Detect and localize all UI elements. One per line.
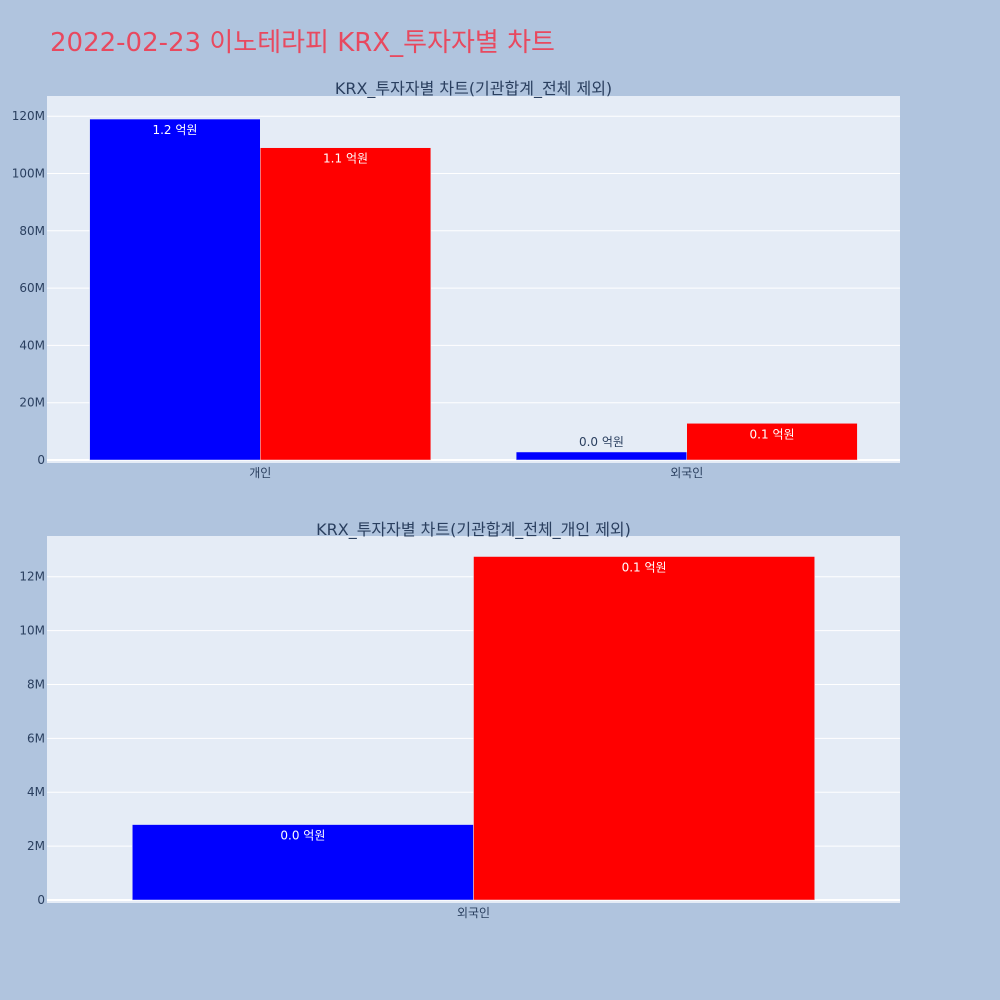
- bar: [473, 556, 815, 901]
- bar: [515, 451, 688, 461]
- data-label: 1.2 억원: [152, 123, 197, 137]
- data-label: 1.1 억원: [323, 152, 368, 166]
- y-tick-label: 2M: [27, 839, 45, 853]
- chart-2: 0 2M 4M 6M 8M 10M 12M KRX_투자자별 차트(기관합계_전체_개인 제외…: [19, 520, 900, 920]
- data-label: 0.0 억원: [280, 829, 325, 843]
- y-tick-label: 60M: [19, 281, 45, 295]
- x-tick-label: 개인: [249, 466, 271, 480]
- y-tick-label: 0: [37, 453, 45, 467]
- x-tick-label: 외국인: [457, 906, 490, 920]
- y-tick-label: 10M: [19, 624, 45, 638]
- chart-title: KRX_투자자별 차트(기관합계_전체 제외): [335, 79, 612, 99]
- page-title: 2022-02-23 이노테라피 KRX_투자자별 차트: [50, 28, 555, 58]
- data-label: 0.0 억원: [579, 435, 624, 449]
- data-label: 0.1 억원: [622, 561, 667, 575]
- y-tick-label: 4M: [27, 785, 45, 799]
- y-tick-label: 80M: [19, 224, 45, 238]
- chart-1: 0 20M 40M 60M 80M 100M 120M KRX_투자자별 차트(기관합계_전체…: [12, 79, 900, 480]
- y-tick-label: 12M: [19, 570, 45, 584]
- y-tick-label: 20M: [19, 396, 45, 410]
- y-tick-label: 120M: [12, 109, 45, 123]
- y-tick-label: 100M: [12, 166, 45, 180]
- y-tick-label: 6M: [27, 731, 45, 745]
- bar: [260, 147, 432, 461]
- y-tick-label: 8M: [27, 677, 45, 691]
- bar: [686, 423, 858, 461]
- y-tick-label: 0: [37, 893, 45, 907]
- bar: [132, 824, 474, 901]
- y-tick-label: 40M: [19, 338, 45, 352]
- chart-title: KRX_투자자별 차트(기관합계_전체_개인 제외): [316, 520, 631, 540]
- data-label: 0.1 억원: [750, 427, 795, 441]
- x-tick-label: 외국인: [670, 466, 703, 480]
- bar: [89, 118, 261, 461]
